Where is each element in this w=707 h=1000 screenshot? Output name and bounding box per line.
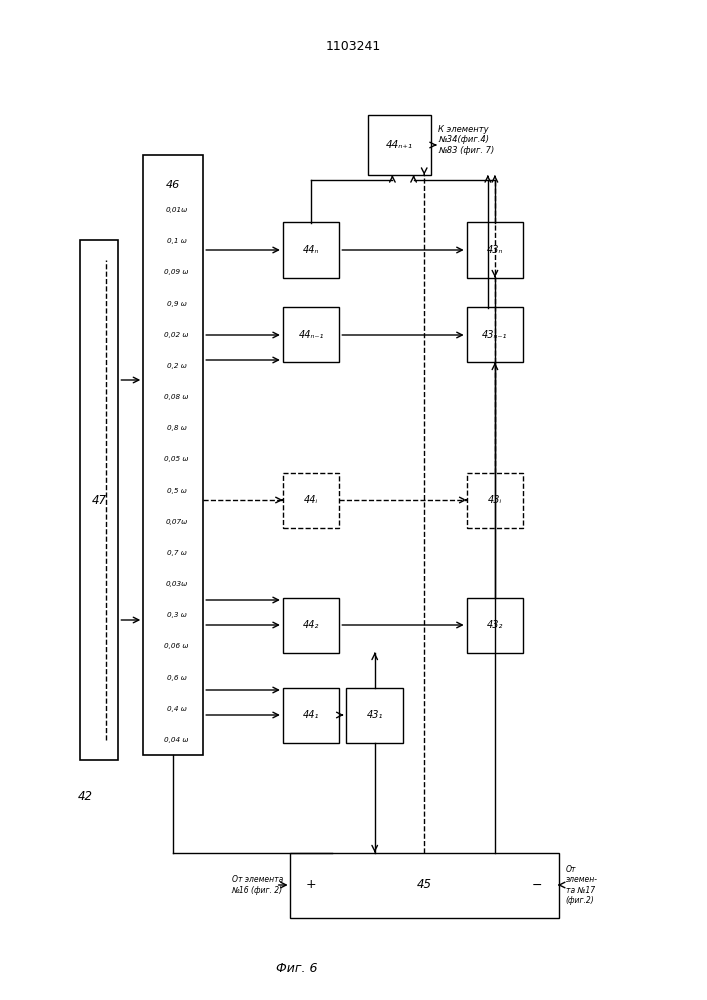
Text: 1103241: 1103241 (326, 40, 381, 53)
FancyBboxPatch shape (283, 307, 339, 362)
FancyBboxPatch shape (346, 688, 403, 742)
Text: 0,5 ω: 0,5 ω (167, 488, 187, 494)
FancyBboxPatch shape (143, 155, 204, 755)
Text: 44ₙ₋₁: 44ₙ₋₁ (298, 330, 324, 340)
Text: От элемента
№16 (фиг. 2): От элемента №16 (фиг. 2) (232, 875, 283, 895)
Text: 0,4 ω: 0,4 ω (167, 706, 187, 712)
Text: 0,2 ω: 0,2 ω (167, 363, 187, 369)
Text: От
элемен-
та №17
(фиг.2): От элемен- та №17 (фиг.2) (566, 865, 597, 905)
Text: 44₁: 44₁ (303, 710, 320, 720)
FancyBboxPatch shape (283, 598, 339, 652)
Text: 0,02 ω: 0,02 ω (165, 332, 189, 338)
Text: +: + (305, 879, 317, 892)
Text: 46: 46 (166, 180, 180, 190)
FancyBboxPatch shape (467, 473, 523, 528)
FancyBboxPatch shape (467, 307, 523, 362)
Text: 42: 42 (77, 790, 93, 803)
Text: 0,06 ω: 0,06 ω (165, 643, 189, 649)
Text: 0,09 ω: 0,09 ω (165, 269, 189, 275)
FancyBboxPatch shape (283, 222, 339, 277)
Text: 0,08 ω: 0,08 ω (165, 394, 189, 400)
Text: 0,7 ω: 0,7 ω (167, 550, 187, 556)
FancyBboxPatch shape (467, 222, 523, 277)
Text: 0,01ω: 0,01ω (165, 207, 188, 213)
Text: 43ₙ: 43ₙ (486, 245, 503, 255)
Text: 43₂: 43₂ (486, 620, 503, 630)
FancyBboxPatch shape (283, 688, 339, 742)
Text: 0,6 ω: 0,6 ω (167, 675, 187, 681)
Text: 0,3 ω: 0,3 ω (167, 612, 187, 618)
Text: 43ᵢ: 43ᵢ (488, 495, 502, 505)
Text: 0,1 ω: 0,1 ω (167, 238, 187, 244)
Text: Фиг. 6: Фиг. 6 (276, 962, 317, 975)
Text: 0,07ω: 0,07ω (165, 519, 188, 525)
Text: 44ᵢ: 44ᵢ (304, 495, 318, 505)
FancyBboxPatch shape (467, 598, 523, 652)
Text: 0,05 ω: 0,05 ω (165, 456, 189, 462)
Text: 0,8 ω: 0,8 ω (167, 425, 187, 431)
FancyBboxPatch shape (283, 473, 339, 528)
Text: 0,9 ω: 0,9 ω (167, 301, 187, 307)
Text: 47: 47 (91, 493, 107, 506)
Text: 0,04 ω: 0,04 ω (165, 737, 189, 743)
Text: 44ₙ₊₁: 44ₙ₊₁ (386, 140, 413, 150)
Text: 43ₙ₋₁: 43ₙ₋₁ (482, 330, 508, 340)
Text: К элементу
№34(фиг.4)
№83 (фиг. 7): К элементу №34(фиг.4) №83 (фиг. 7) (438, 125, 495, 155)
Text: −: − (532, 879, 542, 892)
Text: 44ₙ: 44ₙ (303, 245, 320, 255)
FancyBboxPatch shape (79, 240, 118, 760)
Text: 45: 45 (416, 879, 432, 892)
FancyBboxPatch shape (290, 852, 559, 918)
Text: 44₂: 44₂ (303, 620, 320, 630)
FancyBboxPatch shape (368, 115, 431, 175)
Text: 0,03ω: 0,03ω (165, 581, 188, 587)
Text: 43₁: 43₁ (366, 710, 383, 720)
